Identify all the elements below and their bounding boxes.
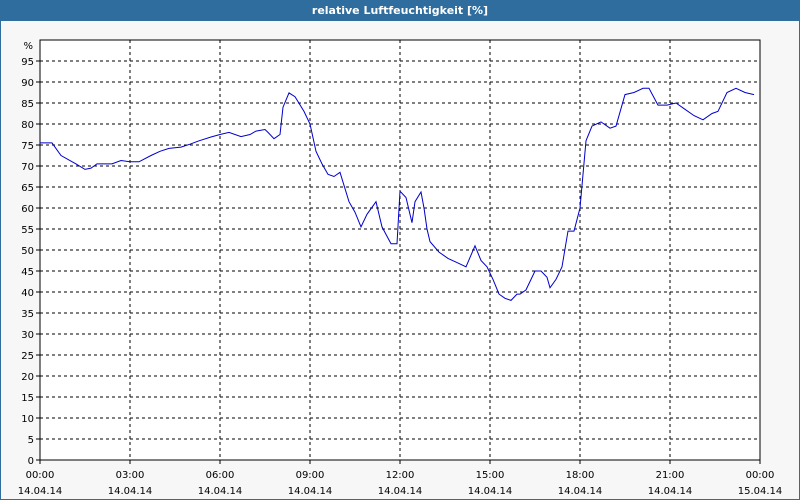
x-tick-time-label: 12:00 — [386, 470, 415, 481]
x-tick-time-label: 00:00 — [26, 470, 55, 481]
x-tick-time-label: 00:00 — [746, 470, 775, 481]
y-tick-label: 35 — [21, 309, 34, 320]
x-tick-date-label: 14.04.14 — [558, 486, 603, 497]
y-axis: 0 5 10 15 20 25 30 35 40 45 50 55 60 65 70 75 80 85 90 95 — [21, 57, 40, 467]
y-tick-label: 10 — [21, 414, 34, 425]
x-tick-time-label: 09:00 — [296, 470, 325, 481]
y-tick-label: 5 — [28, 435, 34, 446]
y-tick-label: 55 — [21, 225, 34, 236]
y-tick-label: 70 — [21, 162, 34, 173]
x-axis: 00:00 14.04.14 03:00 14.04.14 06:00 14.04.14 0… — [18, 460, 783, 497]
y-tick-label: 45 — [21, 267, 34, 278]
y-axis-unit-label: % — [23, 41, 33, 52]
y-tick-label: 15 — [21, 393, 34, 404]
x-tick-time-label: 21:00 — [656, 470, 685, 481]
y-tick-label: 90 — [21, 78, 34, 89]
x-tick-time-label: 18:00 — [566, 470, 595, 481]
x-tick-time-label: 15:00 — [476, 470, 505, 481]
y-tick-label: 50 — [21, 246, 34, 257]
y-tick-label: 0 — [28, 456, 34, 467]
y-tick-label: 40 — [21, 288, 34, 299]
y-tick-label: 95 — [21, 57, 34, 68]
y-tick-label: 85 — [21, 99, 34, 110]
y-tick-label: 25 — [21, 351, 34, 362]
x-tick-date-label: 14.04.14 — [18, 486, 63, 497]
x-tick-date-label: 14.04.14 — [198, 486, 243, 497]
y-tick-label: 60 — [21, 204, 34, 215]
y-tick-label: 65 — [21, 183, 34, 194]
humidity-series-line — [40, 87, 755, 301]
x-tick-time-label: 06:00 — [206, 470, 235, 481]
x-tick-date-label: 14.04.14 — [108, 486, 153, 497]
x-tick-date-label: 14.04.14 — [648, 486, 693, 497]
x-tick-date-label: 14.04.14 — [468, 486, 513, 497]
y-tick-label: 80 — [21, 120, 34, 131]
x-tick-time-label: 03:00 — [116, 470, 145, 481]
x-tick-date-label: 15.04.14 — [738, 486, 783, 497]
x-tick-date-label: 14.04.14 — [288, 486, 333, 497]
y-tick-label: 20 — [21, 372, 34, 383]
chart-title: relative Luftfeuchtigkeit [%] — [1, 1, 799, 21]
grid — [40, 40, 760, 460]
y-tick-label: 30 — [21, 330, 34, 341]
x-tick-date-label: 14.04.14 — [378, 486, 423, 497]
y-tick-label: 75 — [21, 141, 34, 152]
